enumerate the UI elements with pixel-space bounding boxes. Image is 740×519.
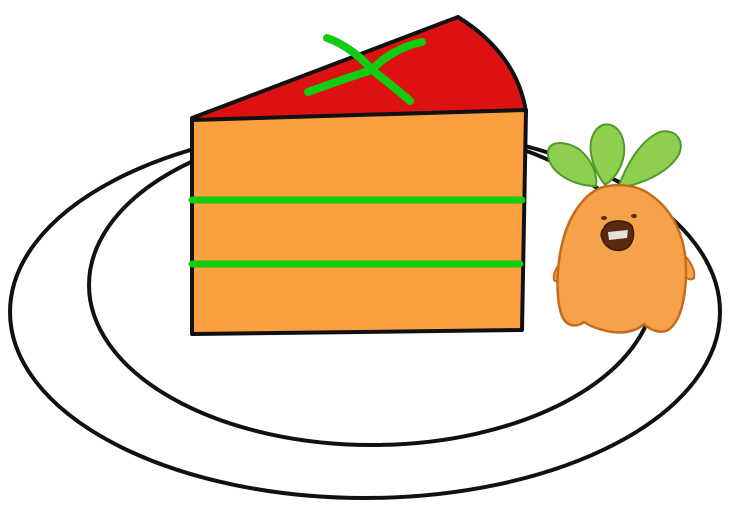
cake-top [190,15,528,124]
green-garnish [304,34,426,105]
mascot-leaves [546,123,682,190]
carrot-mascot [546,123,696,334]
mascot-right-eye [631,214,637,218]
mascot-teeth [608,230,628,240]
cake-sponge [190,108,528,336]
mascot-left-eye [601,216,607,220]
cake-slice [188,15,528,336]
mascot-body [556,184,688,334]
